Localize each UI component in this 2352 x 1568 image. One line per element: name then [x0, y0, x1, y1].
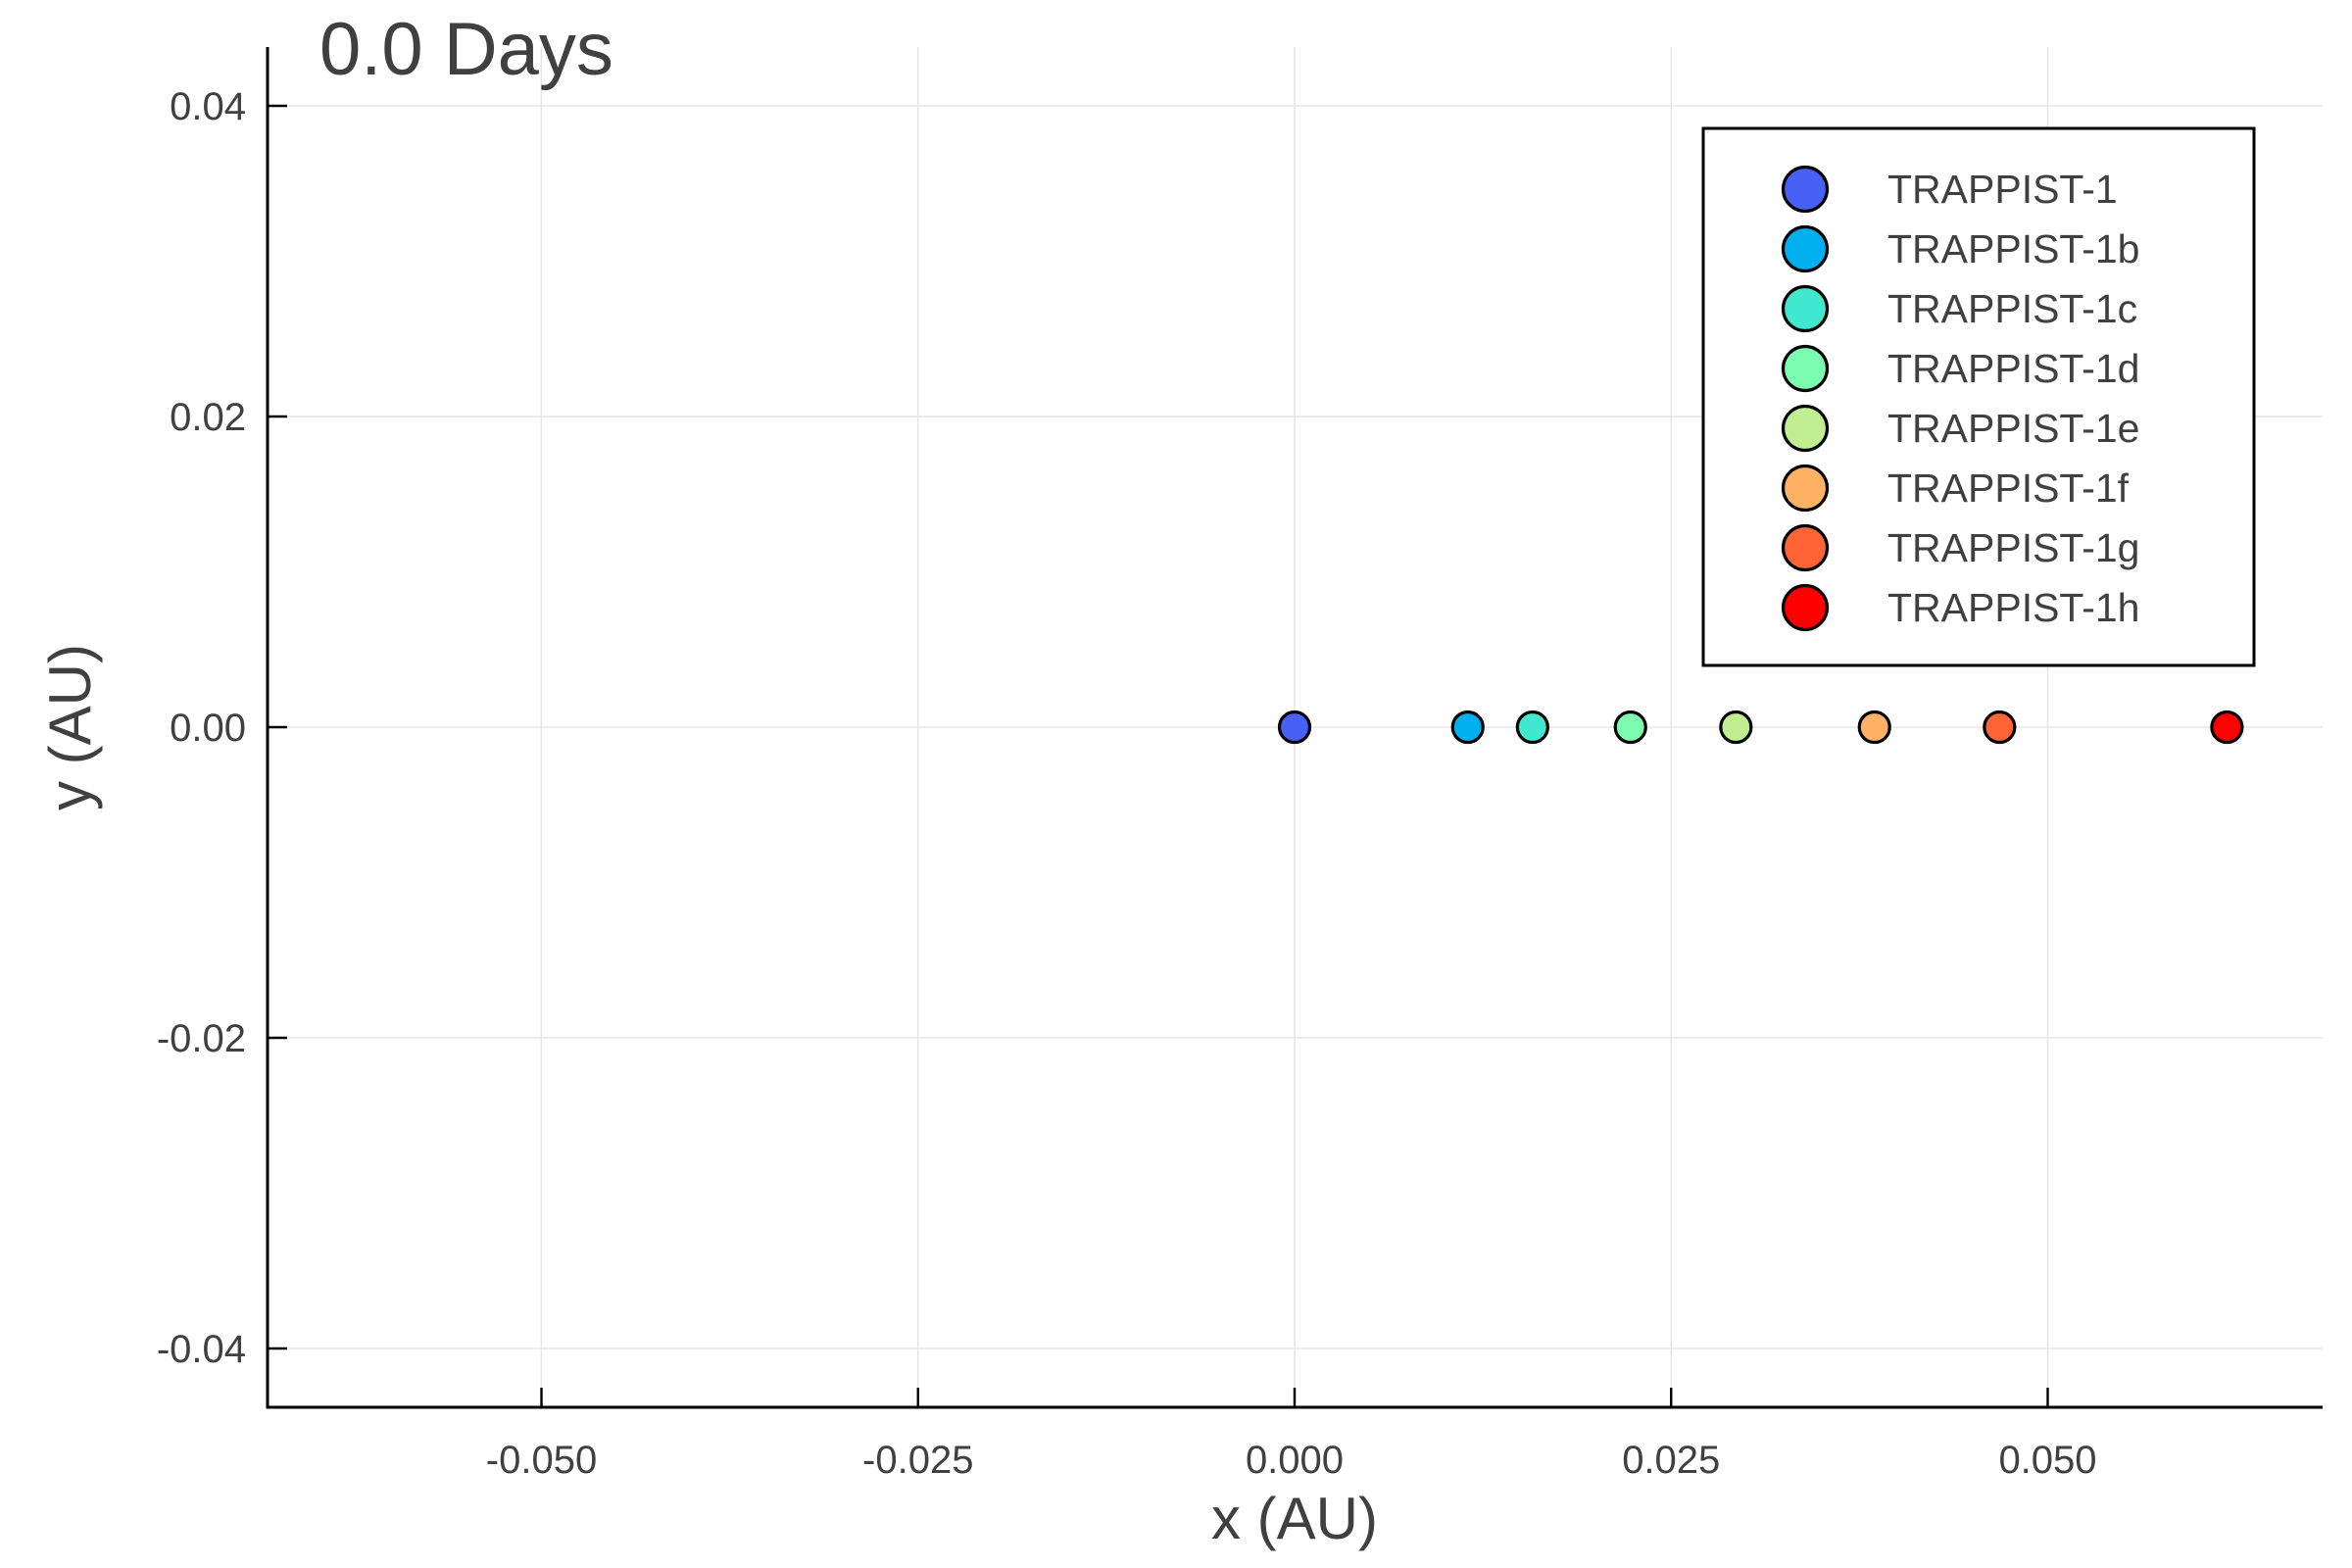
x-tick-label: 0.000 [1246, 1439, 1344, 1482]
y-tick-label: 0.00 [170, 707, 246, 750]
data-point [1450, 710, 1485, 745]
data-points [1277, 710, 2244, 745]
legend-marker [1781, 344, 1830, 393]
data-point [1277, 710, 1312, 745]
y-tick-label: 0.04 [170, 85, 246, 128]
legend-marker [1781, 224, 1830, 273]
y-tick-label: -0.04 [157, 1328, 246, 1371]
x-tick-label: 0.025 [1622, 1439, 1720, 1482]
legend-marker [1781, 523, 1830, 572]
x-tick-label: -0.050 [486, 1439, 597, 1482]
data-point [1719, 710, 1753, 745]
legend-label: TRAPPIST-1e [1887, 406, 2139, 451]
legend: TRAPPIST-1 TRAPPIST-1b TRAPPIST-1c TRAPPIST… [1701, 126, 2256, 667]
legend-label: TRAPPIST-1c [1887, 286, 2137, 331]
legend-label: TRAPPIST-1g [1887, 525, 2139, 570]
y-tick-label: -0.02 [157, 1017, 246, 1060]
y-tick-label: 0.02 [170, 396, 246, 439]
data-point [1983, 710, 2017, 745]
data-point [1515, 710, 1549, 745]
legend-label: TRAPPIST-1d [1887, 346, 2139, 391]
legend-marker [1781, 165, 1830, 214]
chart-title: 0.0 Days [319, 8, 613, 91]
legend-box [1701, 126, 2256, 667]
y-axis-label: y (AU) [37, 644, 103, 810]
legend-marker [1781, 583, 1830, 632]
legend-items: TRAPPIST-1 TRAPPIST-1b TRAPPIST-1c TRAPPIST… [1781, 165, 2139, 632]
x-tick-label: 0.050 [1998, 1439, 2096, 1482]
legend-label: TRAPPIST-1h [1887, 585, 2139, 630]
legend-marker [1781, 404, 1830, 453]
legend-marker [1781, 464, 1830, 513]
axis-ticks: -0.050 -0.025 0.000 0.025 0.050 -0.04 -0.02 0.0… [157, 85, 2097, 1482]
data-point [2210, 710, 2244, 745]
legend-label: TRAPPIST-1f [1887, 466, 2130, 511]
data-point [1613, 710, 1647, 745]
legend-marker [1781, 284, 1830, 333]
legend-label: TRAPPIST-1 [1887, 167, 2118, 212]
x-tick-label: -0.025 [862, 1439, 973, 1482]
data-point [1857, 710, 1891, 745]
x-axis-label: x (AU) [1211, 1486, 1378, 1551]
legend-label: TRAPPIST-1b [1887, 226, 2139, 271]
